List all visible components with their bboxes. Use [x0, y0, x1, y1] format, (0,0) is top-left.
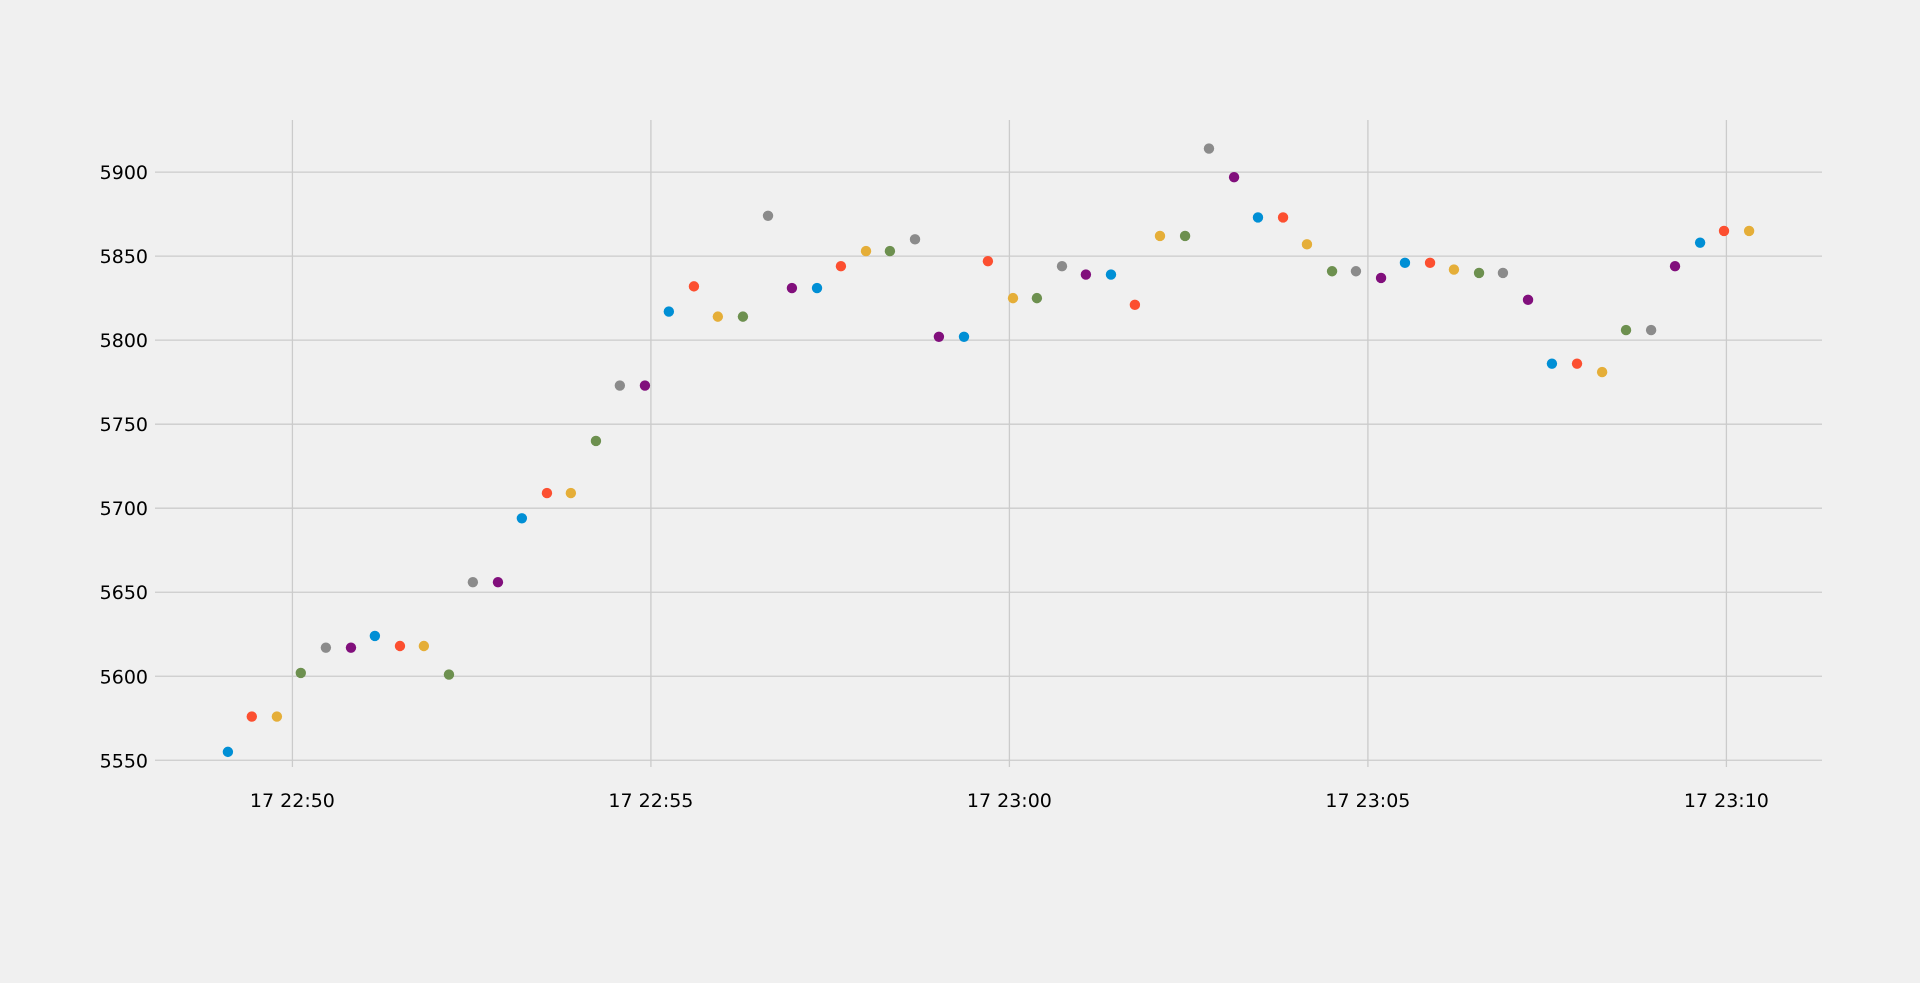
data-point	[1350, 266, 1362, 277]
x-tick-label: 17 22:55	[608, 790, 693, 812]
data-point	[786, 282, 798, 294]
data-point	[1546, 358, 1558, 369]
data-point	[860, 245, 872, 257]
x-axis-ticks: 17 22:50 17 22:55 17 23:00 17 23:05 17 23:10	[250, 790, 1769, 812]
data-point	[1228, 171, 1240, 183]
data-point	[541, 487, 553, 499]
data-point	[1497, 267, 1509, 279]
data-point	[394, 640, 406, 652]
data-point	[1056, 261, 1068, 272]
data-point	[1743, 225, 1755, 237]
data-point	[1179, 230, 1191, 242]
x-tick-label: 17 23:10	[1684, 790, 1769, 812]
data-point	[663, 306, 675, 317]
x-tick-label: 17 23:05	[1325, 790, 1410, 812]
data-point	[958, 331, 970, 342]
data-point	[737, 311, 749, 322]
data-point	[467, 576, 479, 588]
data-point	[1105, 269, 1117, 280]
data-point	[1448, 264, 1460, 275]
data-point	[1399, 257, 1411, 269]
data-point	[1596, 366, 1608, 378]
data-point	[1522, 294, 1534, 306]
y-tick-label: 5750	[100, 414, 148, 436]
data-point	[320, 642, 332, 653]
data-point	[909, 234, 921, 245]
y-tick-label: 5800	[100, 330, 148, 352]
data-point	[565, 487, 577, 499]
data-point	[762, 210, 774, 221]
data-point	[1424, 257, 1436, 269]
data-point	[1080, 269, 1092, 280]
data-point	[1718, 225, 1730, 237]
data-point	[1252, 212, 1264, 223]
data-point	[1669, 261, 1681, 272]
data-point	[933, 331, 945, 342]
data-point	[1473, 267, 1485, 279]
data-point	[811, 282, 823, 294]
y-tick-label: 5600	[100, 666, 148, 688]
data-point	[516, 513, 528, 524]
gridlines	[155, 120, 1822, 767]
data-points	[222, 143, 1755, 758]
data-point	[1694, 237, 1706, 248]
data-point	[246, 711, 257, 722]
data-point	[1007, 292, 1019, 304]
data-point	[443, 669, 455, 680]
data-point	[639, 380, 651, 391]
y-tick-label: 5700	[100, 498, 148, 520]
data-point	[271, 711, 283, 722]
data-point	[1326, 266, 1338, 277]
data-point	[1620, 324, 1632, 336]
data-point	[835, 261, 847, 272]
data-point	[418, 640, 430, 652]
data-point	[492, 576, 504, 588]
data-point	[1031, 292, 1043, 304]
data-point	[884, 245, 896, 257]
data-point	[1277, 212, 1289, 223]
y-tick-label: 5850	[100, 246, 148, 268]
data-point	[295, 667, 306, 679]
y-tick-label: 5650	[100, 582, 148, 604]
y-tick-label: 5900	[100, 162, 148, 184]
data-point	[1129, 299, 1141, 311]
data-point	[590, 435, 602, 447]
data-point	[712, 311, 724, 322]
data-point	[369, 630, 381, 642]
data-point	[1571, 358, 1583, 369]
data-point	[345, 642, 357, 653]
data-point	[1301, 239, 1313, 250]
data-point	[982, 255, 994, 267]
y-tick-label: 5550	[100, 750, 148, 772]
data-point	[614, 380, 626, 391]
data-point	[1154, 230, 1166, 242]
data-point	[688, 281, 700, 292]
data-point	[1203, 143, 1215, 154]
data-point	[1645, 324, 1657, 336]
y-axis-ticks: 5550 5600 5650 5700 5750 5800 5850 5900	[100, 162, 148, 772]
x-tick-label: 17 23:00	[967, 790, 1052, 812]
data-point	[1375, 272, 1387, 284]
x-tick-label: 17 22:50	[250, 790, 335, 812]
data-point	[222, 746, 234, 758]
